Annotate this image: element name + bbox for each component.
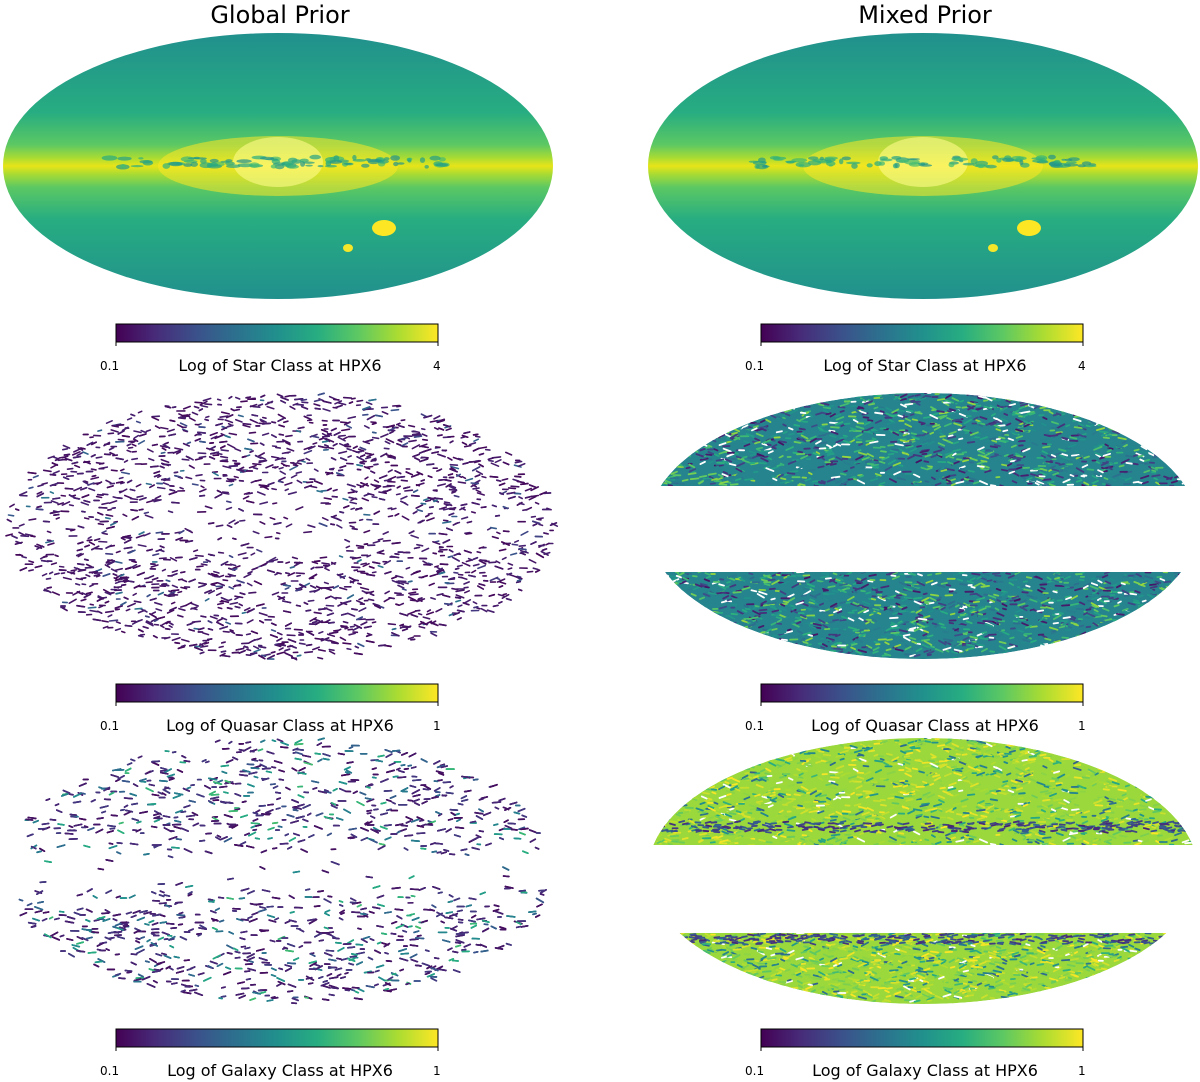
panel-global-galaxy: 0.1 1 Log of Galaxy Class at HPX6 [0,737,560,1082]
colorbar [760,323,1084,343]
colorbar-max-tick: 1 [1078,719,1086,733]
colorbar-label: Log of Star Class at HPX6 [823,356,1027,375]
colorbar-min-tick: 0.1 [745,719,765,733]
colorbar-min-tick: 0.1 [745,1064,765,1078]
sky-map-features [101,136,450,252]
colorbar-label: Log of Galaxy Class at HPX6 [167,1061,393,1080]
skymap-mixed-star [648,33,1198,346]
colorbar [760,683,1084,703]
panel-mixed-quasar: 0.1 1 Log of Quasar Class at HPX6 [645,392,1200,737]
small-magellanic-cloud [988,244,998,252]
colorbar [760,1028,1084,1048]
sky-map-features [748,136,1097,252]
column-title-mixed-prior: Mixed Prior [858,1,992,29]
panel-global-star: 0.1 4 Log of Star Class at HPX6 [0,32,560,377]
colorbar-min-tick: 0.1 [745,359,765,373]
skymap-mixed-quasar [648,393,1198,706]
sky-map-pixels [5,392,559,661]
sky-map-pixels [18,737,547,1005]
colorbar-label: Log of Star Class at HPX6 [178,356,382,375]
colorbar [115,1028,439,1048]
colorbar-max-tick: 4 [1078,359,1086,373]
colorbar [115,323,439,343]
colorbar [115,683,439,703]
colorbar-min-tick: 0.1 [100,1064,120,1078]
colorbar-max-tick: 1 [1078,1064,1086,1078]
colorbar-min-tick: 0.1 [100,359,120,373]
sky-map-pixels [648,393,1198,659]
skymap-mixed-galaxy [648,738,1198,1051]
column-title-global-prior: Global Prior [210,1,350,29]
large-magellanic-cloud [1017,220,1041,236]
colorbar-max-tick: 4 [433,359,441,373]
colorbar-label: Log of Quasar Class at HPX6 [811,716,1039,735]
colorbar-label: Log of Galaxy Class at HPX6 [812,1061,1038,1080]
colorbar-min-tick: 0.1 [100,719,120,733]
panel-mixed-star: 0.1 4 Log of Star Class at HPX6 [645,32,1200,377]
colorbar-max-tick: 1 [433,719,441,733]
panel-global-quasar: 0.1 1 Log of Quasar Class at HPX6 [0,392,560,737]
colorbar-max-tick: 1 [433,1064,441,1078]
skymap-global-galaxy [18,737,547,1051]
small-magellanic-cloud [343,244,353,252]
panel-mixed-galaxy: 0.1 1 Log of Galaxy Class at HPX6 [645,737,1200,1082]
large-magellanic-cloud [372,220,396,236]
skymap-global-star [3,33,553,346]
colorbar-label: Log of Quasar Class at HPX6 [166,716,394,735]
skymap-global-quasar [5,392,559,706]
sky-map-pixels [648,738,1198,1004]
